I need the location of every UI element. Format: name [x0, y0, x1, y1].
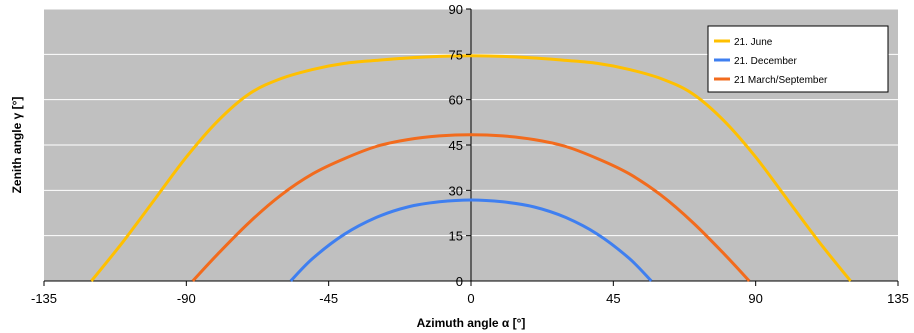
x-tick-label: -135 [31, 291, 57, 306]
series-line-21-june [90, 54, 852, 282]
y-tick-label: 45 [449, 138, 463, 153]
y-tick-label: 0 [456, 274, 463, 289]
x-tick-label: -90 [177, 291, 196, 306]
y-tick-label: 15 [449, 229, 463, 244]
x-tick-label: 0 [467, 291, 474, 306]
y-tick-label: 75 [449, 47, 463, 62]
y-tick-label: 60 [449, 93, 463, 108]
x-tick-label: 90 [748, 291, 762, 306]
y-axis-title: Zenith angle γ [°] [10, 97, 24, 194]
legend: 21. June 21. December 21 March/September [707, 25, 889, 93]
legend-label-21-march-september: 21 March/September [734, 75, 828, 86]
x-tick-label: 135 [887, 291, 909, 306]
series-line-21-december [289, 198, 653, 283]
x-tick-label: -45 [319, 291, 338, 306]
y-tick-label: 30 [449, 183, 463, 198]
legend-box [707, 25, 889, 93]
x-tick-label: 45 [606, 291, 620, 306]
series-line-21-march-september [191, 133, 751, 283]
legend-label-21-december: 21. December [734, 56, 797, 67]
x-axis-title: Azimuth angle α [°] [417, 316, 526, 330]
y-tick-label: 90 [449, 2, 463, 17]
legend-label-21-june: 21. June [734, 37, 773, 48]
